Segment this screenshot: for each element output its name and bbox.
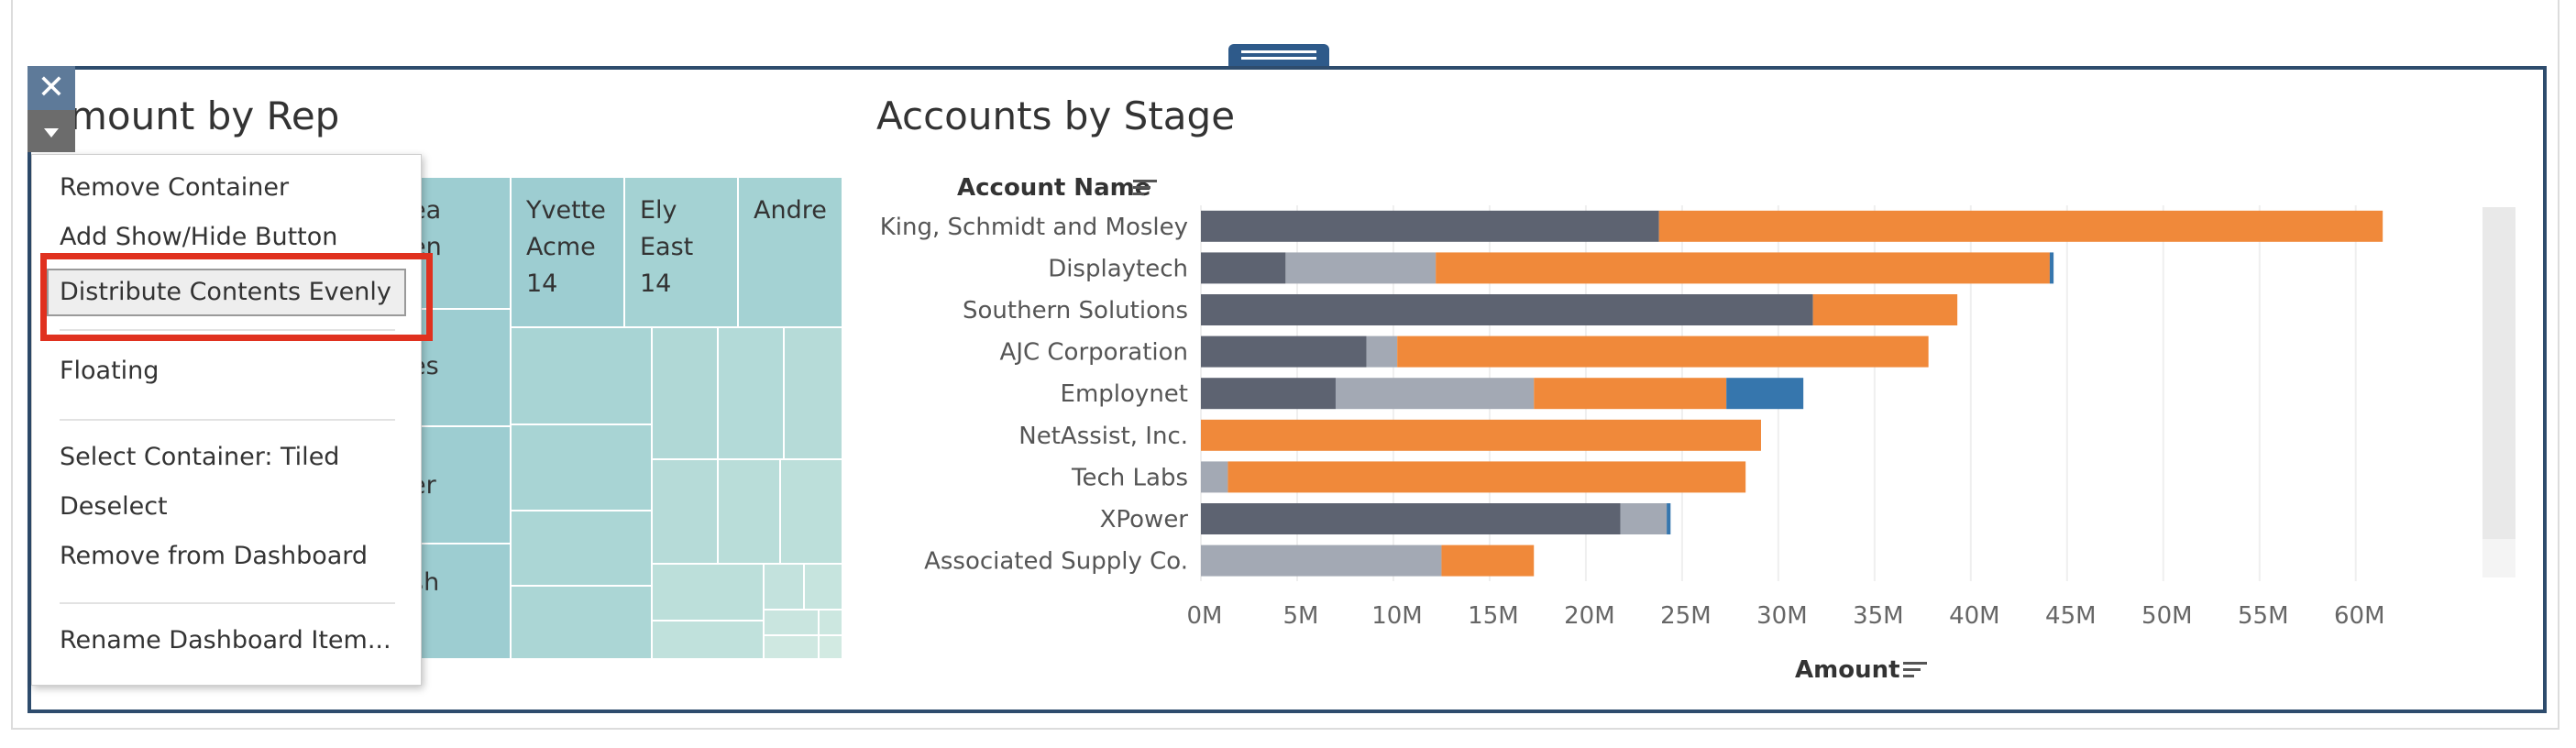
bar-segment[interactable] <box>1201 336 1367 368</box>
x-tick-label: 35M <box>1853 602 1904 630</box>
container-context-menu: Remove Container Add Show/Hide Button Di… <box>31 154 422 686</box>
category-label[interactable]: Tech Labs <box>1071 464 1188 491</box>
treemap-cell-ely[interactable]: Ely East 14 <box>623 176 739 328</box>
caret-down-icon[interactable] <box>28 110 75 152</box>
bar-segment[interactable] <box>1397 336 1929 368</box>
treemap-cell[interactable] <box>783 326 843 460</box>
treemap-cell-andre[interactable]: Andre <box>737 176 843 328</box>
treemap-cell-label: Yvette Acme 14 <box>526 196 606 298</box>
sort-icon[interactable] <box>1133 178 1159 200</box>
y-axis-header[interactable]: Account Name <box>957 174 1151 202</box>
x-tick-label: 30M <box>1756 602 1808 630</box>
menu-separator <box>60 419 395 421</box>
category-label[interactable]: NetAssist, Inc. <box>1018 423 1188 450</box>
treemap-cell[interactable] <box>763 634 820 660</box>
treemap-cell[interactable] <box>818 634 843 660</box>
menu-item-distribute-contents-evenly[interactable]: Distribute Contents Evenly <box>47 269 406 316</box>
vertical-scrollbar[interactable] <box>2482 207 2515 578</box>
bar-segment[interactable] <box>1812 294 1958 325</box>
menu-item-remove-from-dashboard[interactable]: Remove from Dashboard <box>60 542 369 570</box>
treemap-cell[interactable] <box>651 458 719 565</box>
bar-segment[interactable] <box>1285 252 1437 284</box>
menu-item-select-container-tiled[interactable]: Select Container: Tiled <box>60 443 340 471</box>
bar-segment[interactable] <box>1620 503 1668 534</box>
category-label[interactable]: Employnet <box>1061 380 1188 408</box>
category-label[interactable]: Southern Solutions <box>963 297 1188 324</box>
bar-segment[interactable] <box>1227 461 1746 493</box>
menu-item-rename-dashboard-item[interactable]: Rename Dashboard Item... <box>60 626 391 654</box>
x-tick-label: 55M <box>2238 602 2289 630</box>
x-axis-title[interactable]: Amount <box>1795 656 1900 684</box>
menu-item-deselect[interactable]: Deselect <box>60 492 168 521</box>
x-tick-label: 0M <box>1187 602 1223 630</box>
sort-icon[interactable] <box>1903 660 1929 682</box>
menu-separator <box>60 602 395 604</box>
category-label[interactable]: XPower <box>1100 506 1189 534</box>
menu-item-add-show-hide-button[interactable]: Add Show/Hide Button <box>60 223 338 251</box>
bar-segment[interactable] <box>1534 378 1727 410</box>
bar-segment[interactable] <box>1201 544 1442 577</box>
close-icon[interactable]: ✕ <box>28 66 75 110</box>
bar-segment[interactable] <box>1441 544 1535 577</box>
bar-segment[interactable] <box>1201 378 1336 410</box>
highlight-annotation-box <box>40 253 433 341</box>
bar-segment[interactable] <box>1436 252 2050 284</box>
treemap-cell-label: Ely East 14 <box>640 196 694 298</box>
bar-chart-title: Accounts by Stage <box>876 94 1236 138</box>
bar-segment[interactable] <box>1201 503 1621 534</box>
drag-handle-grip-line <box>1241 57 1316 60</box>
bar-segment[interactable] <box>1366 336 1398 368</box>
container-drag-handle[interactable] <box>1228 44 1329 68</box>
x-tick-label: 20M <box>1564 602 1615 630</box>
treemap-cell[interactable] <box>510 585 653 660</box>
treemap-cell-label: Andre <box>754 196 827 225</box>
bar-segment[interactable] <box>2049 252 2054 284</box>
treemap-cell[interactable] <box>510 326 653 425</box>
scrollbar-track[interactable] <box>2482 539 2515 578</box>
bar-segment[interactable] <box>1658 210 2383 242</box>
x-tick-label: 15M <box>1468 602 1519 630</box>
x-tick-label: 10M <box>1371 602 1423 630</box>
x-tick-label: 50M <box>2141 602 2193 630</box>
menu-item-remove-container[interactable]: Remove Container <box>60 173 290 202</box>
category-label[interactable]: AJC Corporation <box>1000 339 1188 367</box>
bar-segment[interactable] <box>1201 294 1813 325</box>
menu-separator <box>60 329 395 331</box>
treemap-title: mount by Rep <box>70 94 340 138</box>
x-tick-label: 5M <box>1282 602 1318 630</box>
x-tick-label: 60M <box>2334 602 2385 630</box>
category-label[interactable]: Displaytech <box>1048 255 1188 282</box>
bar-segment[interactable] <box>1201 210 1659 242</box>
treemap-cell[interactable] <box>510 424 653 512</box>
treemap-cell[interactable] <box>818 609 843 636</box>
drag-handle-grip-line <box>1241 50 1316 53</box>
bar-segment[interactable] <box>1201 461 1228 493</box>
treemap-cell[interactable] <box>779 458 843 565</box>
category-label[interactable]: Associated Supply Co. <box>924 548 1188 576</box>
bar-segment[interactable] <box>1201 419 1761 451</box>
x-tick-label: 45M <box>2045 602 2097 630</box>
x-tick-label: 40M <box>1949 602 2000 630</box>
bar-segment[interactable] <box>1726 378 1804 410</box>
treemap-cell[interactable] <box>803 563 843 610</box>
category-label[interactable]: King, Schmidt and Mosley <box>880 214 1188 241</box>
bar-segment[interactable] <box>1201 252 1286 284</box>
x-tick-label: 25M <box>1660 602 1712 630</box>
menu-item-floating[interactable]: Floating <box>60 357 160 385</box>
bar-segment[interactable] <box>1667 503 1671 534</box>
bar-segment[interactable] <box>1335 378 1535 410</box>
